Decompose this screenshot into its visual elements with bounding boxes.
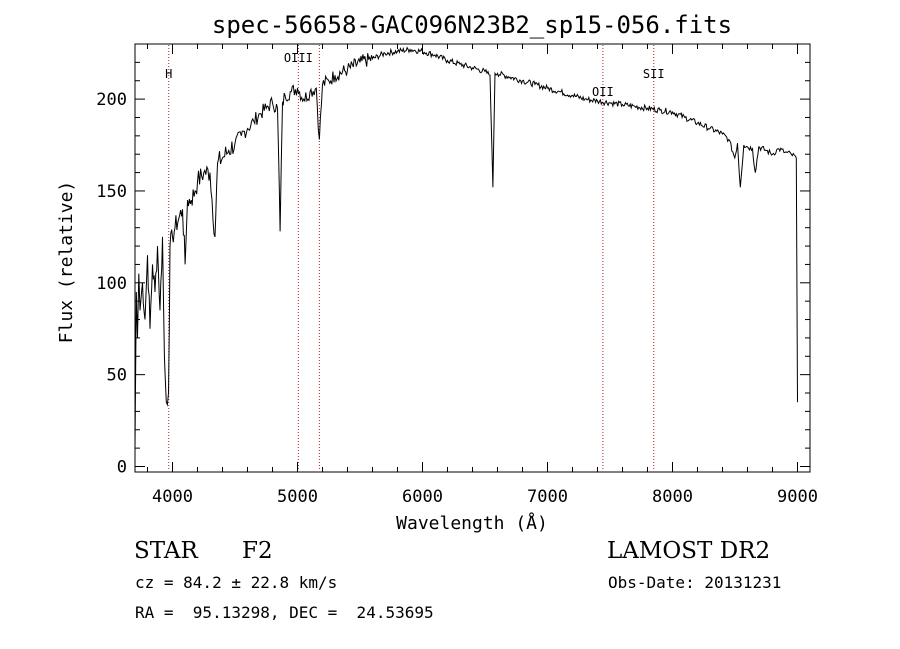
coordinates-text: RA = 95.13298, DEC = 24.53695 [135,603,434,622]
y-axis: 0 50 100 150 200 [96,43,810,477]
survey-name: LAMOST DR2 [607,538,771,564]
plot-border [134,43,811,473]
marker-label: OII [592,85,614,99]
y-axis-label: Flux (relative) [56,181,77,344]
y-tick-label: 200 [96,90,127,110]
x-axis: 4000 5000 6000 7000 8000 9000 [147,44,818,507]
object-class: STAR [134,538,198,564]
y-tick-label: 100 [96,274,127,294]
redshift-text: cz = 84.2 ± 22.8 km/s [135,573,338,592]
spectrum-series [134,46,798,449]
marker-label: OIII [284,51,313,65]
x-tick-label: 4000 [152,487,193,507]
obs-date-text: Obs-Date: 20131231 [608,573,782,592]
object-subclass: F2 [242,538,273,564]
x-tick-label: 7000 [527,487,568,507]
x-tick-label: 6000 [402,487,443,507]
x-axis-label: Wavelength (Å) [396,512,548,534]
x-tick-label: 5000 [277,487,318,507]
y-tick-label: 50 [107,366,127,386]
emission-line-markers: H OIII OII SII [165,45,665,471]
spectrum-line [134,46,798,449]
y-tick-label: 0 [117,457,127,477]
y-tick-label: 150 [96,182,127,202]
x-tick-label: 9000 [777,487,818,507]
x-tick-label: 8000 [652,487,693,507]
plot-frame [134,43,811,473]
chart-title: spec-56658-GAC096N23B2_sp15-056.fits [212,11,732,39]
marker-label: SII [643,67,665,81]
marker-label: H [165,67,172,81]
